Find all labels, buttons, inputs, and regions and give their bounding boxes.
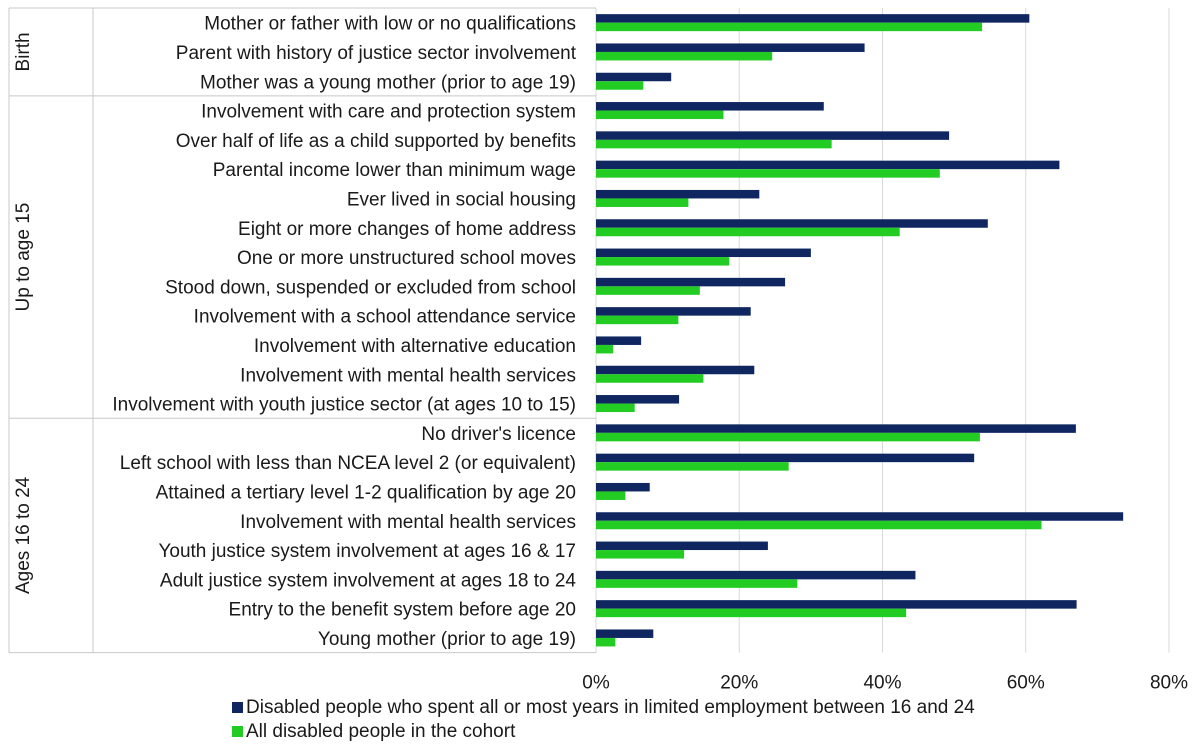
- group-label: Ages 16 to 24: [13, 476, 34, 594]
- bar-series-1: [596, 219, 988, 228]
- bar-series-1: [596, 600, 1077, 609]
- bar-series-2: [596, 23, 982, 32]
- category-label: Adult justice system involvement at ages…: [160, 570, 577, 591]
- bar-series-1: [596, 571, 915, 580]
- category-label: Parent with history of justice sector in…: [176, 43, 577, 64]
- bar-series-1: [596, 336, 641, 345]
- bar-series-2: [596, 316, 678, 325]
- bar-series-1: [596, 366, 754, 375]
- category-label: One or more unstructured school moves: [237, 248, 576, 269]
- category-label: Over half of life as a child supported b…: [176, 131, 576, 152]
- bar-series-1: [596, 542, 768, 551]
- category-label: Left school with less than NCEA level 2 …: [120, 453, 576, 474]
- bar-series-2: [596, 579, 797, 588]
- bar-series-2: [596, 198, 688, 207]
- bar-series-1: [596, 307, 751, 316]
- group-label: Birth: [13, 32, 34, 71]
- group-label: Up to age 15: [13, 203, 34, 312]
- legend-swatch: [232, 702, 243, 713]
- bar-series-1: [596, 73, 671, 82]
- bar-series-2: [596, 81, 643, 90]
- category-label: Youth justice system involvement at ages…: [158, 541, 576, 562]
- category-label: Involvement with mental health services: [240, 365, 576, 386]
- category-labels: Mother or father with low or no qualific…: [112, 14, 576, 650]
- category-label: Mother was a young mother (prior to age …: [200, 72, 576, 93]
- category-label: Involvement with mental health services: [240, 512, 576, 533]
- category-label: Mother or father with low or no qualific…: [204, 14, 576, 35]
- category-label: Ever lived in social housing: [347, 189, 576, 210]
- bar-series-2: [596, 404, 635, 413]
- bar-series-1: [596, 395, 679, 404]
- category-label: Young mother (prior to age 19): [318, 629, 576, 650]
- bar-series-2: [596, 609, 906, 618]
- category-label: Involvement with a school attendance ser…: [194, 307, 576, 328]
- bar-series-2: [596, 140, 832, 149]
- bar-series-2: [596, 521, 1042, 530]
- bar-series-2: [596, 550, 684, 559]
- bar-series-1: [596, 131, 949, 140]
- category-label: No driver's licence: [421, 424, 576, 445]
- bar-series-2: [596, 462, 789, 471]
- bar-series-1: [596, 102, 824, 111]
- x-tick-label: 40%: [863, 673, 901, 694]
- bar-series-1: [596, 629, 653, 638]
- bar-series-2: [596, 433, 980, 442]
- bar-series-1: [596, 454, 974, 463]
- legend: Disabled people who spent all or most ye…: [232, 697, 975, 742]
- legend-swatch: [232, 726, 243, 737]
- bar-series-2: [596, 169, 940, 178]
- bar-series-2: [596, 345, 613, 354]
- category-label: Entry to the benefit system before age 2…: [229, 600, 576, 621]
- bar-series-2: [596, 52, 772, 61]
- bar-series-2: [596, 374, 703, 383]
- bar-series-1: [596, 512, 1123, 521]
- bar-series-1: [596, 278, 785, 287]
- bar-series-1: [596, 14, 1029, 23]
- x-tick-label: 80%: [1150, 673, 1188, 694]
- x-tick-label: 20%: [720, 673, 758, 694]
- bars: [596, 14, 1123, 646]
- bar-series-1: [596, 483, 650, 492]
- category-label: Eight or more changes of home address: [238, 219, 576, 240]
- category-label: Involvement with youth justice sector (a…: [112, 395, 576, 416]
- bar-series-2: [596, 257, 729, 266]
- bar-series-1: [596, 190, 759, 199]
- bar-series-2: [596, 111, 723, 120]
- x-axis-ticks: 0% 20% 40% 60% 80%: [582, 673, 1188, 694]
- bar-series-1: [596, 249, 811, 257]
- bar-series-1: [596, 161, 1059, 170]
- bar-series-2: [596, 228, 900, 237]
- x-tick-label: 0%: [582, 673, 610, 694]
- category-label: Involvement with care and protection sys…: [201, 102, 576, 123]
- bar-series-2: [596, 491, 625, 500]
- x-tick-label: 60%: [1007, 673, 1045, 694]
- bar-series-1: [596, 43, 865, 52]
- category-label: Parental income lower than minimum wage: [213, 160, 576, 181]
- bar-series-1: [596, 424, 1076, 433]
- bar-series-2: [596, 286, 700, 295]
- category-label: Stood down, suspended or excluded from s…: [165, 277, 576, 298]
- bar-series-2: [596, 638, 615, 647]
- legend-label: Disabled people who spent all or most ye…: [246, 697, 975, 718]
- category-label: Involvement with alternative education: [254, 336, 576, 357]
- legend-label: All disabled people in the cohort: [246, 721, 516, 742]
- category-label: Attained a tertiary level 1-2 qualificat…: [156, 482, 576, 503]
